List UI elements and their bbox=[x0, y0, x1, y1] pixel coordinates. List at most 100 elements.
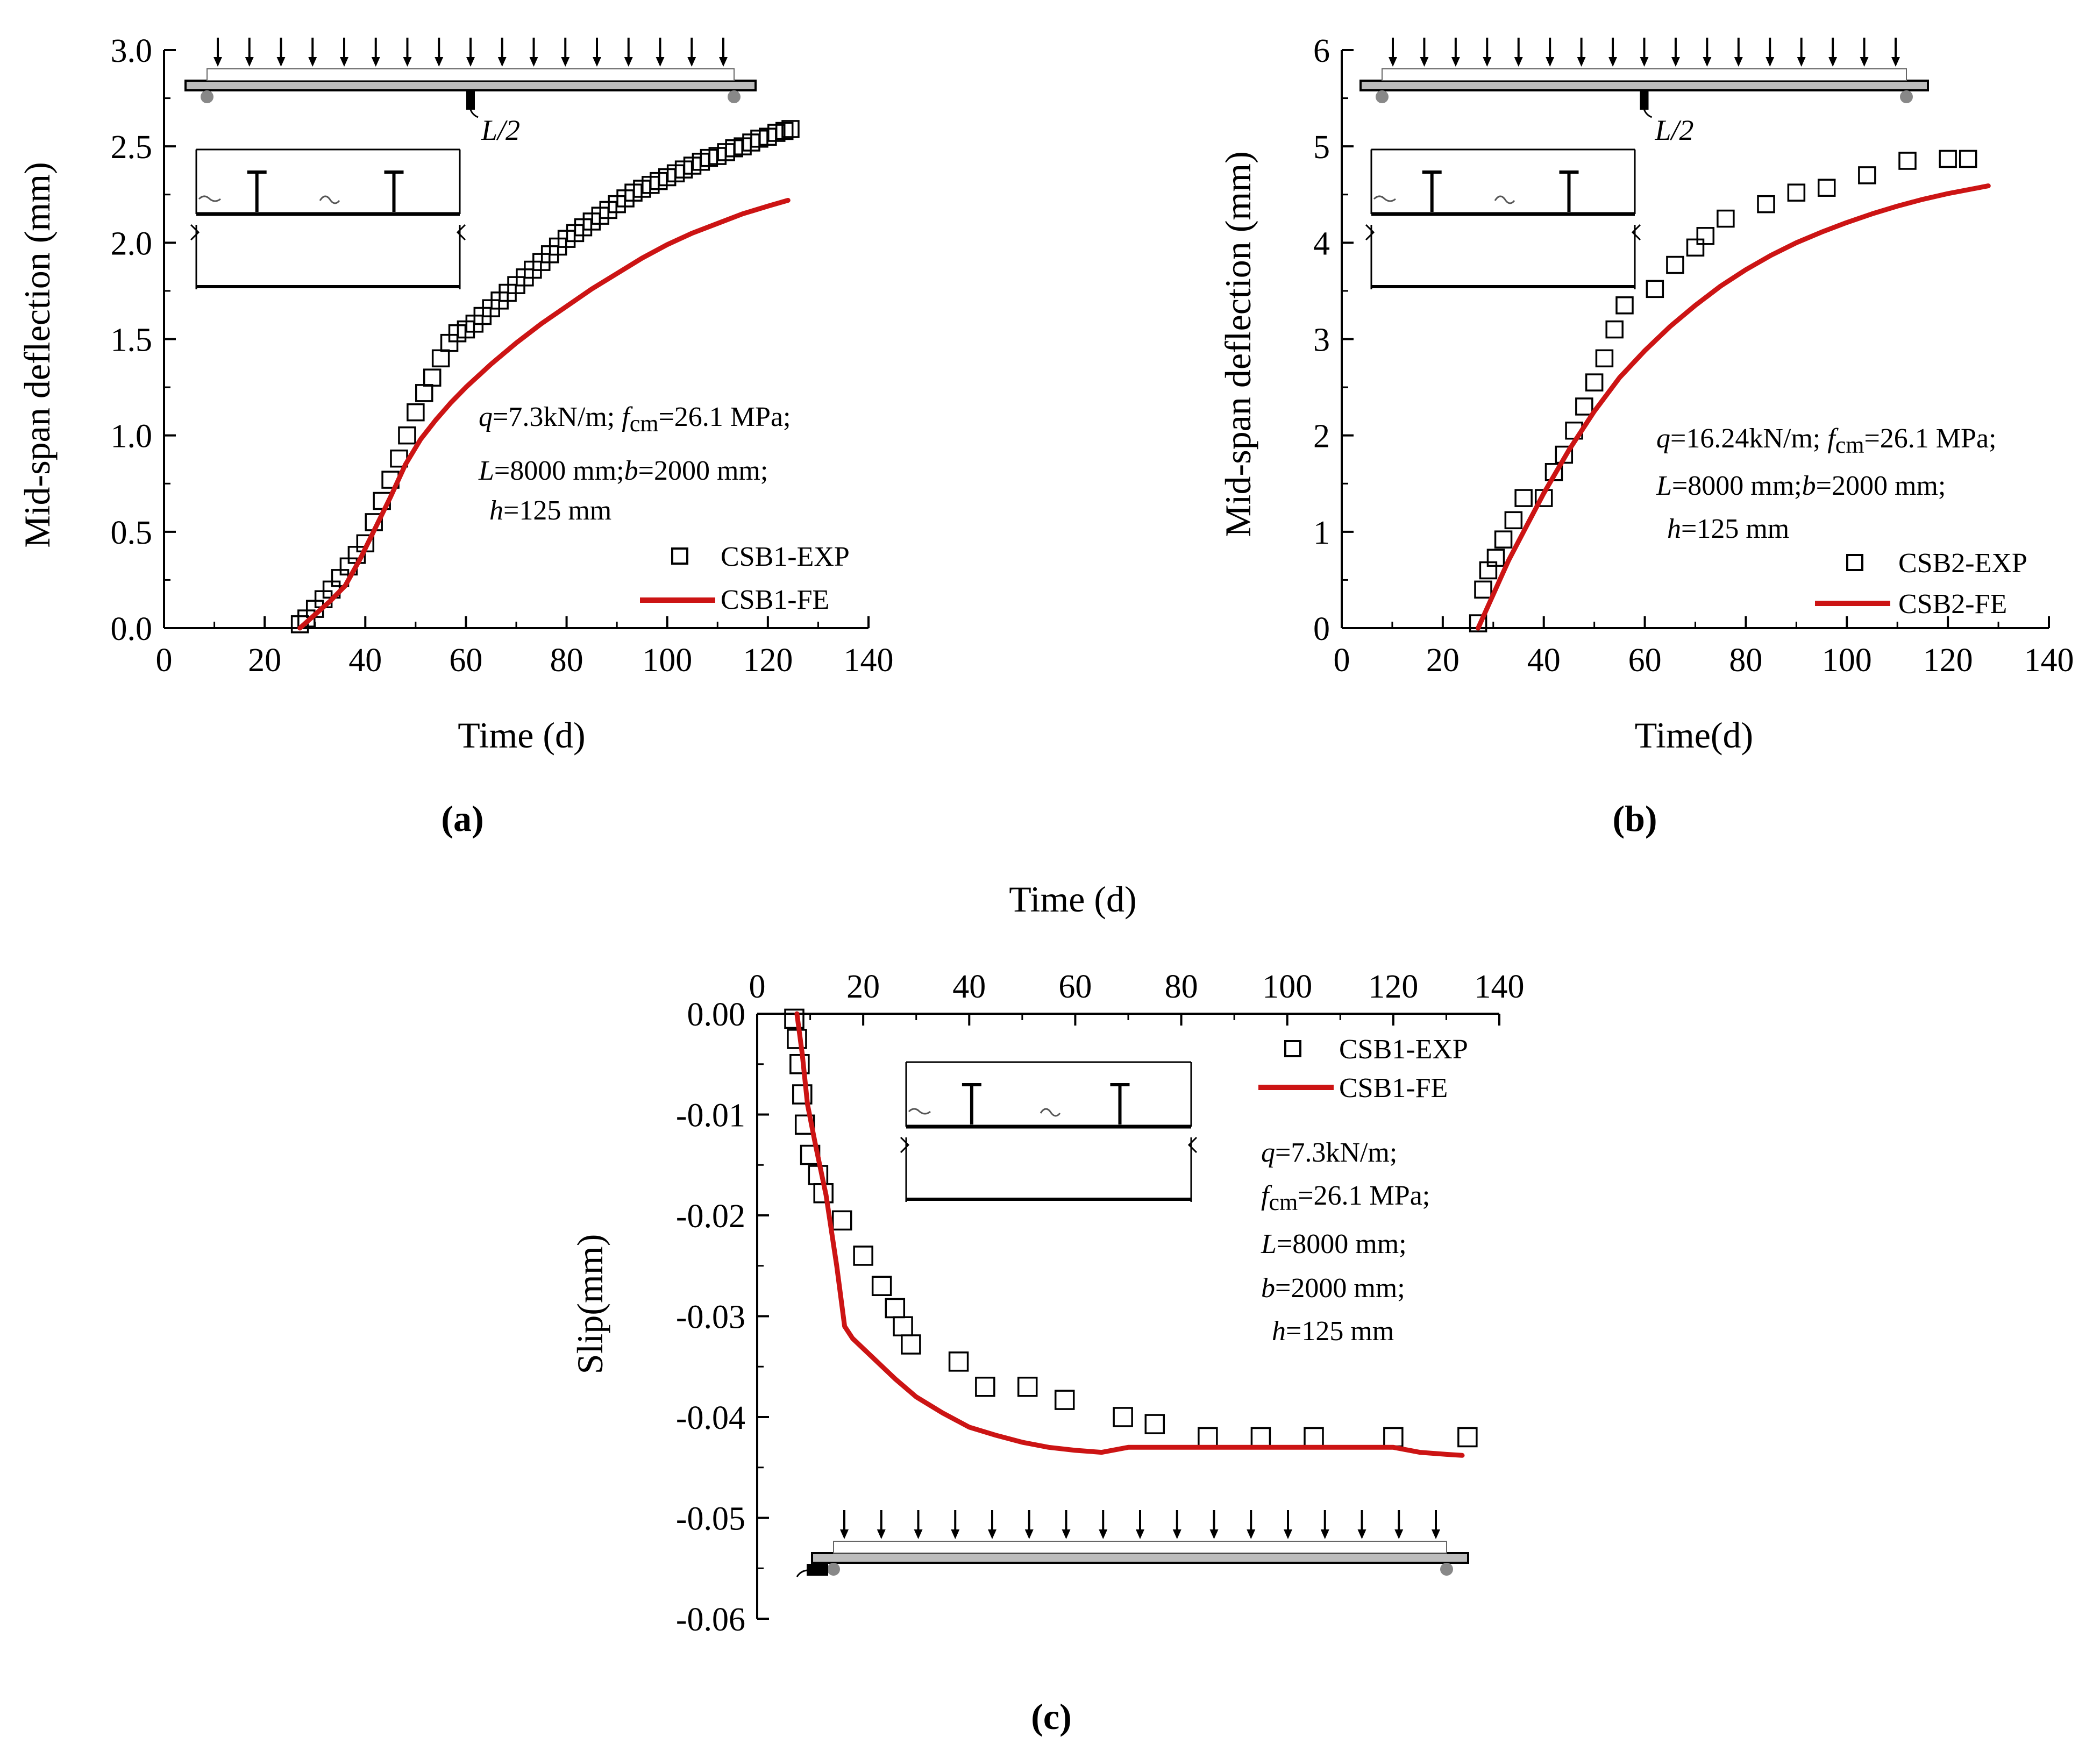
panel-c-load-arrowhead bbox=[1247, 1529, 1256, 1539]
panel-c-load-arrowhead bbox=[1172, 1529, 1181, 1539]
panel-c-y-tick-label: -0.01 bbox=[676, 1098, 745, 1134]
panel-c-x-tick-label: 20 bbox=[846, 969, 880, 1005]
panel-b-exp-point bbox=[1666, 255, 1684, 274]
panel-b-exp-point bbox=[1615, 296, 1634, 315]
panel-a-load-arrowhead bbox=[656, 57, 665, 67]
panel-c-legend-fe-label: CSB1-FE bbox=[1339, 1073, 1448, 1104]
panel-b-midspan-label: L/2 bbox=[1655, 114, 1694, 146]
panel-c-load-arrowhead bbox=[1209, 1529, 1219, 1539]
panel-b-rebar bbox=[1373, 195, 1515, 204]
panel-a-y-tick-label: 2.5 bbox=[111, 129, 153, 166]
panel-a-support-right bbox=[728, 90, 741, 103]
panel-c-x-tick-label: 140 bbox=[1475, 969, 1525, 1005]
panel-c-x-tick-label: 80 bbox=[1165, 969, 1198, 1005]
panel-c-exp-point bbox=[1383, 1427, 1404, 1448]
panel-a-load-arrowhead bbox=[497, 57, 507, 67]
panel-a-exp-point bbox=[415, 384, 433, 402]
panel-c-x-tick-label: 0 bbox=[749, 969, 766, 1005]
panel-b-load-arrowhead bbox=[1608, 57, 1618, 67]
panel-a-slab bbox=[207, 68, 735, 81]
panel-a-load-arrowhead bbox=[308, 57, 317, 67]
svg-text:h=125 mm: h=125 mm bbox=[489, 495, 611, 526]
svg-text:L=8000 mm;: L=8000 mm; bbox=[1261, 1229, 1407, 1259]
panel-b-y-tick-label: 1 bbox=[1313, 515, 1330, 551]
panel-c-y-tick-label: -0.05 bbox=[676, 1501, 745, 1538]
panel-a-exp-point bbox=[781, 120, 800, 138]
panel-b-slab bbox=[1382, 68, 1907, 81]
panel-a-label: (a) bbox=[441, 798, 483, 839]
panel-b-load-arrowhead bbox=[1420, 57, 1429, 67]
panel-b-support-right bbox=[1900, 90, 1913, 103]
panel-c-stud bbox=[1110, 1083, 1130, 1124]
panel-a-series-fe-line bbox=[297, 198, 791, 631]
panel-a-midspan-label: L/2 bbox=[481, 114, 520, 146]
panel-b-y-tick-label: 0 bbox=[1313, 611, 1330, 647]
panel-c-ylabel: Slip(mm) bbox=[570, 1234, 610, 1375]
panel-c-legend: CSB1-EXP CSB1-FE bbox=[1258, 1034, 1468, 1104]
panel-b-schematic: L/2 bbox=[1359, 38, 1929, 289]
panel-b-exp-point bbox=[1717, 209, 1735, 228]
panel-a-x-tick-label: 0 bbox=[156, 642, 173, 679]
panel-a-legend-fe-label: CSB1-FE bbox=[721, 585, 829, 615]
panel-a-ann-fcm: 26.1 MPa bbox=[674, 402, 783, 432]
panel-c-exp-point bbox=[831, 1210, 852, 1231]
panel-a-exp-point bbox=[775, 122, 794, 140]
panel-c-exp-point bbox=[853, 1245, 873, 1266]
panel-c-exp-point bbox=[885, 1298, 906, 1319]
panel-a-legend-exp-label: CSB1-EXP bbox=[721, 542, 850, 572]
panel-c-load-arrowhead bbox=[877, 1529, 886, 1539]
panel-c-x-tick-label: 60 bbox=[1058, 969, 1092, 1005]
panel-b-axes: 0 20 40 60 80 100 120 140 0 1 2 3 4 5 6 bbox=[1313, 33, 2074, 679]
panel-b-support-left bbox=[1376, 90, 1389, 103]
panel-c-exp-point bbox=[1304, 1427, 1324, 1448]
panel-b-exp-point bbox=[1858, 166, 1876, 184]
panel-b-exp-point bbox=[1939, 150, 1957, 168]
panel-a-series bbox=[290, 120, 800, 634]
panel-a-x-tick-label: 100 bbox=[642, 642, 692, 679]
panel-c-exp-point bbox=[1457, 1427, 1478, 1448]
panel-c-rebar bbox=[908, 1108, 1061, 1117]
panel-c-exp-point bbox=[792, 1084, 813, 1105]
panel-a-load-arrowhead bbox=[719, 57, 728, 67]
panel-a-stud bbox=[384, 170, 404, 212]
panel-a-midspan-lead bbox=[469, 109, 479, 118]
panel-b-load-arrowhead bbox=[1546, 57, 1555, 67]
panel-c-legend-exp-label: CSB1-EXP bbox=[1339, 1034, 1468, 1065]
panel-a-load-arrowhead bbox=[245, 57, 254, 67]
panel-a-ann-q: 7.3kN/m bbox=[508, 402, 607, 432]
panel-b-exp-point bbox=[1595, 349, 1614, 368]
panel-a-support-left bbox=[201, 90, 213, 103]
panel-c-ann-fcm: 26.1 MPa; bbox=[1314, 1180, 1430, 1211]
panel-a-y-tick-label: 0.5 bbox=[111, 515, 153, 551]
panel-c-exp-point bbox=[1113, 1407, 1133, 1427]
panel-b-x-tick-label: 60 bbox=[1628, 642, 1662, 679]
panel-b-exp-point bbox=[1817, 179, 1836, 197]
panel-a-y-tick-label: 1.5 bbox=[111, 322, 153, 359]
panel-b-load-arrowhead bbox=[1734, 57, 1743, 67]
panel-c-load-arrowhead bbox=[988, 1529, 996, 1539]
panel-c-y-tick-label: -0.04 bbox=[676, 1400, 745, 1436]
svg-text:fcm=26.1 MPa;: fcm=26.1 MPa; bbox=[1261, 1180, 1430, 1215]
panel-c-load-arrowhead bbox=[1357, 1529, 1366, 1539]
panel-a-x-tick-label: 40 bbox=[348, 642, 382, 679]
panel-c-ann-b: 2000 mm; bbox=[1291, 1273, 1405, 1304]
panel-a-x-tick-label: 80 bbox=[550, 642, 583, 679]
panel-a-exp-point bbox=[431, 349, 450, 368]
panel-c-stud bbox=[962, 1083, 981, 1124]
panel-a-load-arrowhead bbox=[593, 57, 601, 67]
panel-b-exp-point bbox=[1585, 373, 1604, 392]
panel-a-load-arrowhead bbox=[371, 57, 380, 67]
panel-c-load-arrowhead bbox=[840, 1529, 849, 1539]
panel-b-xlabel: Time(d) bbox=[1635, 715, 1753, 756]
panel-c-legend-exp-marker bbox=[1284, 1040, 1301, 1057]
svg-text:q=7.3kN/m;: q=7.3kN/m; bbox=[1261, 1137, 1397, 1168]
panel-c-exp-point bbox=[1017, 1377, 1038, 1397]
panel-b-x-tick-label: 120 bbox=[1923, 642, 1973, 679]
panel-b-label: (b) bbox=[1612, 798, 1657, 839]
panel-b-exp-point bbox=[1646, 280, 1664, 298]
panel-a-load-arrowhead bbox=[276, 57, 286, 67]
panel-c-slip-lead bbox=[796, 1569, 807, 1577]
svg-text:L=8000 mm;b=2000 mm;: L=8000 mm;b=2000 mm; bbox=[478, 455, 768, 486]
panel-a-load-arrowhead bbox=[561, 57, 570, 67]
panel-b-x-tick-label: 20 bbox=[1426, 642, 1460, 679]
